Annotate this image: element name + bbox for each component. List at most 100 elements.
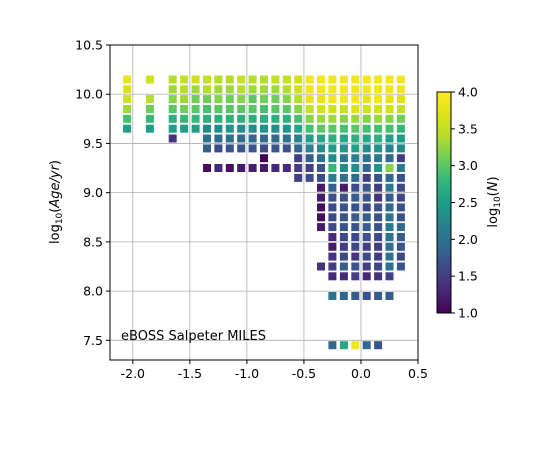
- x-tick-label: 0.0: [351, 366, 371, 381]
- heatmap-cell: [374, 272, 383, 281]
- heatmap-cell: [385, 95, 394, 104]
- heatmap-cell: [294, 144, 303, 153]
- heatmap-cell: [396, 183, 405, 192]
- heatmap-cell: [362, 252, 371, 261]
- heatmap-cell: [339, 75, 348, 84]
- x-axis-ticks: -2.0 -1.5 -1.0 -0.5 0.0 0.5: [121, 360, 428, 381]
- colorbar-ticks: 1.0 1.5 2.0 2.5 3.0 3.5 4.0: [451, 85, 478, 321]
- heatmap-cell: [362, 203, 371, 212]
- heatmap-cell: [123, 114, 132, 123]
- heatmap-cell: [351, 183, 360, 192]
- heatmap-cell: [214, 95, 223, 104]
- y-tick-label: 7.5: [83, 333, 103, 348]
- heatmap-cell: [351, 85, 360, 94]
- heatmap-cell: [214, 75, 223, 84]
- heatmap-cell: [339, 292, 348, 300]
- heatmap-cell: [396, 95, 405, 104]
- heatmap-cell: [328, 183, 337, 192]
- heatmap-cell: [362, 85, 371, 94]
- heatmap-cell: [396, 252, 405, 261]
- heatmap-cell: [317, 95, 325, 104]
- heatmap-cell: [271, 95, 280, 104]
- heatmap-cell: [294, 75, 303, 84]
- heatmap-cell: [145, 105, 154, 113]
- x-tick-label: -0.5: [292, 366, 316, 381]
- heatmap-cell: [305, 75, 314, 84]
- heatmap-cell: [351, 292, 360, 300]
- heatmap-cell: [374, 341, 383, 350]
- heatmap-cell: [374, 203, 383, 212]
- heatmap-cell: [339, 164, 348, 172]
- heatmap-cell: [203, 144, 211, 153]
- heatmap-cell: [396, 124, 405, 133]
- heatmap-cell: [385, 154, 394, 163]
- heatmap-cell: [237, 95, 246, 104]
- heatmap-cell: [396, 223, 405, 232]
- heatmap-cell: [362, 164, 371, 172]
- y-tick-label: 8.0: [83, 284, 103, 299]
- heatmap-cell: [385, 124, 394, 133]
- heatmap-cell: [385, 75, 394, 84]
- y-tick-label: 9.5: [83, 136, 103, 151]
- colorbar-tick-label: 2.0: [458, 232, 478, 247]
- heatmap-cell: [248, 134, 257, 143]
- heatmap-cell: [225, 85, 234, 94]
- heatmap-cell: [374, 262, 383, 271]
- colorbar-tick-label: 3.5: [458, 121, 478, 136]
- heatmap-cell: [305, 173, 314, 182]
- heatmap-cell: [237, 164, 246, 172]
- heatmap-cell: [305, 144, 314, 153]
- heatmap-cell: [351, 173, 360, 182]
- x-tick-label: -1.0: [235, 366, 259, 381]
- heatmap-cell: [317, 262, 325, 271]
- heatmap-cell: [385, 233, 394, 241]
- heatmap-cell: [317, 105, 325, 113]
- heatmap-cell: [385, 223, 394, 232]
- heatmap-cell: [396, 75, 405, 84]
- grid: [110, 44, 419, 360]
- heatmap-cell: [362, 193, 371, 202]
- heatmap-cell: [248, 95, 257, 104]
- heatmap-cell: [237, 124, 246, 133]
- heatmap-cell: [362, 173, 371, 182]
- heatmap-cell: [362, 272, 371, 281]
- heatmap-cell: [339, 173, 348, 182]
- heatmap-cell: [328, 85, 337, 94]
- heatmap-cell: [248, 105, 257, 113]
- heatmap-cell: [328, 252, 337, 261]
- heatmap-cell: [260, 134, 268, 143]
- heatmap-cell: [214, 85, 223, 94]
- heatmap-cell: [328, 173, 337, 182]
- heatmap-cell: [225, 164, 234, 172]
- heatmap-cell: [328, 164, 337, 172]
- heatmap-cell: [203, 164, 211, 172]
- heatmap-cell: [351, 272, 360, 281]
- heatmap-cell: [339, 272, 348, 281]
- heatmap-cell: [180, 124, 189, 133]
- heatmap-cell: [294, 173, 303, 182]
- heatmap-cell: [339, 124, 348, 133]
- heatmap-cell: [271, 105, 280, 113]
- heatmap-cell: [339, 95, 348, 104]
- heatmap-cell: [374, 95, 383, 104]
- heatmap-cell: [317, 183, 325, 192]
- heatmap-cell: [282, 105, 291, 113]
- heatmap-cell: [237, 105, 246, 113]
- heatmap-cell: [203, 114, 211, 123]
- heatmap-cell: [191, 114, 200, 123]
- heatmap-cell: [374, 183, 383, 192]
- heatmap-cell: [351, 114, 360, 123]
- heatmap-cell: [396, 114, 405, 123]
- heatmap-cell: [237, 85, 246, 94]
- heatmap-cell: [305, 114, 314, 123]
- heatmap-cell: [339, 252, 348, 261]
- heatmap-cell: [328, 272, 337, 281]
- heatmap-cell: [237, 114, 246, 123]
- heatmap-cell: [385, 105, 394, 113]
- heatmap-cell: [168, 95, 177, 104]
- heatmap-cell: [351, 134, 360, 143]
- heatmap-cell: [328, 144, 337, 153]
- heatmap-cell: [362, 124, 371, 133]
- heatmap-cell: [351, 164, 360, 172]
- heatmap-cell: [271, 134, 280, 143]
